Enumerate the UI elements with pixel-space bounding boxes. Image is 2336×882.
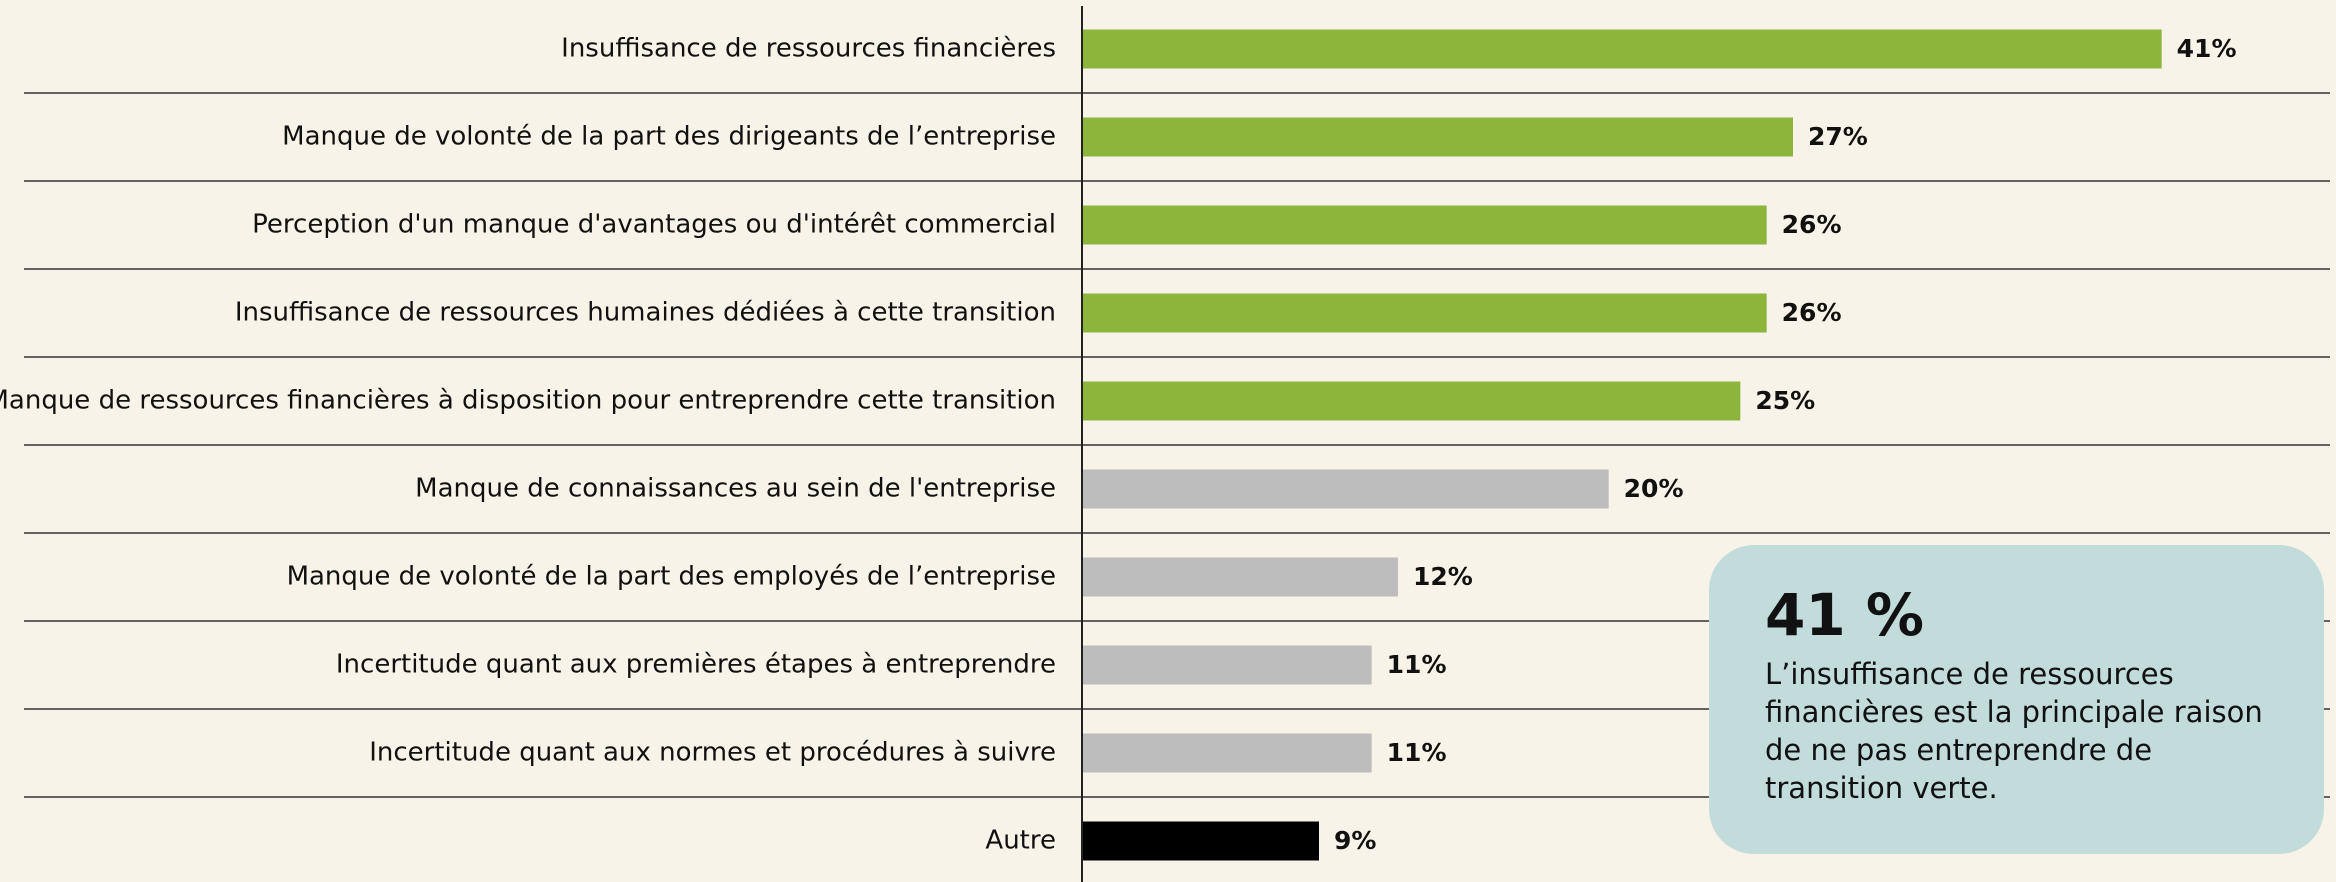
value-label: 26% (1782, 210, 1842, 239)
value-label: 41% (2177, 34, 2237, 63)
category-label: Manque de connaissances au sein de l'ent… (415, 474, 1056, 504)
value-label: 9% (1334, 826, 1376, 855)
category-label: Manque de volonté de la part des dirigea… (282, 122, 1056, 152)
value-label: 27% (1808, 122, 1868, 151)
category-label: Insuffisance de ressources humaines dédi… (235, 298, 1056, 328)
category-label: Perception d'un manque d'avantages ou d'… (252, 210, 1056, 240)
value-label: 20% (1624, 474, 1684, 503)
value-label: 12% (1413, 562, 1473, 591)
category-label: Manque de ressources financières à dispo… (0, 386, 1056, 416)
bar (1082, 557, 1398, 597)
category-label: Manque de volonté de la part des employé… (287, 562, 1056, 592)
bar (1082, 29, 2162, 69)
bar (1082, 645, 1372, 685)
category-label: Insuffisance de ressources financières (561, 34, 1056, 64)
value-label: 26% (1782, 298, 1842, 327)
bar (1082, 733, 1372, 773)
category-label: Incertitude quant aux normes et procédur… (369, 738, 1056, 768)
bar (1082, 205, 1767, 245)
bar (1082, 821, 1319, 861)
category-label: Incertitude quant aux premières étapes à… (336, 650, 1056, 680)
value-label: 11% (1387, 650, 1447, 679)
bar (1082, 117, 1793, 157)
bar (1082, 381, 1741, 421)
value-label: 11% (1387, 738, 1447, 767)
callout: 41 % L’insuffisance de ressources financ… (1709, 545, 2324, 854)
value-label: 25% (1755, 386, 1815, 415)
callout-text: L’insuffisance de ressources financières… (1765, 656, 2263, 805)
category-label: Autre (985, 826, 1056, 856)
bar (1082, 469, 1609, 509)
callout-title: 41 % (1765, 581, 1925, 649)
bar (1082, 293, 1767, 333)
